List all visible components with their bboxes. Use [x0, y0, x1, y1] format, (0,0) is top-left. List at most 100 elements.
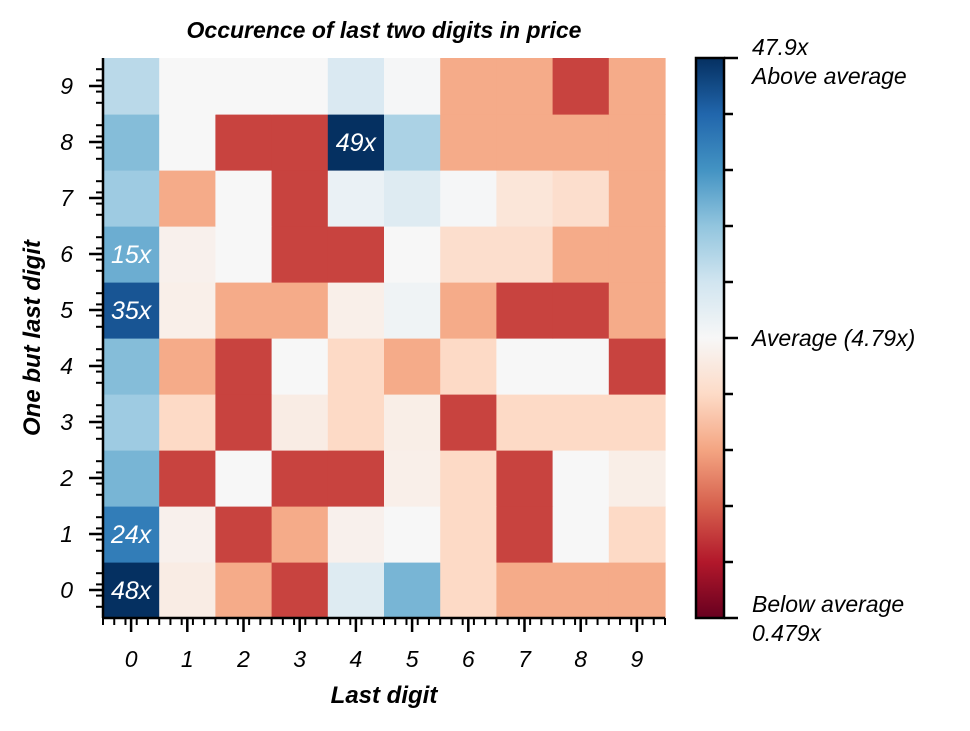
heatmap-cell: [271, 450, 329, 507]
y-tick-label: 1: [60, 521, 73, 547]
heatmap-cell: [440, 506, 497, 563]
x-tick-label: 5: [406, 646, 419, 672]
heatmap-cell: [552, 338, 610, 395]
heatmap-cell: [496, 226, 554, 283]
y-tick-label: 5: [60, 297, 73, 323]
heatmap-cell: [327, 450, 385, 507]
y-axis-ticks: 0 1 2 3 4 5 6 7 8 9: [59, 68, 103, 608]
y-tick-label: 8: [60, 129, 73, 155]
heatmap-cell: [215, 506, 273, 563]
heatmap-cell: [271, 394, 329, 451]
heatmap-cell: [159, 282, 216, 339]
heatmap-cell: [440, 562, 497, 619]
heatmap-cell: [103, 450, 160, 507]
heatmap-cell: [215, 562, 273, 619]
heatmap-cell: [215, 170, 273, 227]
y-tick-label: 0: [60, 577, 73, 603]
cell-annotation: 48x: [111, 577, 153, 605]
heatmap-cell: [384, 114, 441, 171]
heatmap-cell: [552, 58, 610, 115]
heatmap-cell: [496, 282, 554, 339]
heatmap-cell: [384, 506, 441, 563]
x-tick-label: 4: [350, 646, 363, 672]
y-tick-label: 6: [60, 241, 73, 267]
heatmap-cell: [384, 338, 441, 395]
heatmap-cell: [215, 338, 273, 395]
heatmap-cell: [103, 562, 160, 619]
heatmap-cell: [159, 170, 216, 227]
heatmap-cell: [103, 338, 160, 395]
heatmap-cell: [384, 282, 441, 339]
heatmap-cell: [552, 394, 610, 451]
heatmap-cell: [103, 114, 160, 171]
heatmap-cell: [608, 450, 666, 507]
heatmap-cell: [384, 58, 441, 115]
chart-title: Occurence of last two digits in price: [187, 17, 582, 43]
heatmap-cell: [608, 114, 666, 171]
heatmap-cell: [384, 170, 441, 227]
heatmap-cell: [159, 450, 216, 507]
colorbar-top-label: Above average: [750, 63, 907, 89]
x-tick-label: 2: [236, 646, 250, 672]
heatmap-cell: [440, 170, 497, 227]
x-tick-label: 0: [125, 646, 138, 672]
heatmap-cell: [496, 394, 554, 451]
y-tick-label: 9: [60, 73, 73, 99]
colorbar-top-value: 47.9x: [752, 34, 810, 60]
heatmap-cell: [159, 338, 216, 395]
heatmap-cell: [327, 170, 385, 227]
heatmap-cell: [552, 282, 610, 339]
heatmap-cell: [608, 562, 666, 619]
heatmap-cell: [384, 226, 441, 283]
heatmap-cell: [327, 58, 385, 115]
colorbar-bottom-label: Below average: [752, 591, 904, 617]
heatmap-cell: [215, 226, 273, 283]
heatmap-cell: [327, 562, 385, 619]
heatmap-cell: [271, 282, 329, 339]
colorbar-mid-label: Average (4.79x): [750, 325, 915, 351]
colorbar-bottom-value: 0.479x: [752, 620, 823, 646]
heatmap-cell: [103, 506, 160, 563]
heatmap-cells: [103, 58, 666, 619]
heatmap-cell: [608, 170, 666, 227]
heatmap-cell: [327, 226, 385, 283]
colorbar-ticks: [724, 56, 738, 620]
y-tick-label: 3: [60, 409, 73, 435]
heatmap-cell: [103, 394, 160, 451]
heatmap-cell: [440, 338, 497, 395]
heatmap-cell: [552, 562, 610, 619]
heatmap-cell: [496, 450, 554, 507]
heatmap-cell: [271, 506, 329, 563]
heatmap-cell: [552, 114, 610, 171]
cell-annotation: 35x: [111, 297, 153, 325]
heatmap-cell: [271, 338, 329, 395]
cell-annotation: 49x: [336, 129, 378, 157]
heatmap-cell: [271, 562, 329, 619]
heatmap-cell: [159, 562, 216, 619]
heatmap-cell: [327, 394, 385, 451]
heatmap-cell: [440, 282, 497, 339]
heatmap-cell: [496, 506, 554, 563]
colorbar: [694, 56, 726, 620]
heatmap-cell: [496, 562, 554, 619]
cell-annotation: 15x: [111, 241, 153, 269]
x-tick-label: 9: [631, 646, 644, 672]
cell-annotations: 48x 24x 35x 15x 49x: [110, 129, 378, 605]
heatmap-cell: [103, 58, 160, 115]
cell-annotation: 24x: [110, 521, 153, 549]
heatmap-cell: [496, 58, 554, 115]
heatmap-cell: [440, 114, 497, 171]
y-tick-label: 4: [60, 353, 73, 379]
y-tick-label: 7: [60, 185, 74, 211]
heatmap-cell: [608, 394, 666, 451]
heatmap-cell: [271, 170, 329, 227]
heatmap-cell: [327, 282, 385, 339]
y-tick-label: 2: [59, 465, 73, 491]
heatmap-cell: [159, 506, 216, 563]
heatmap-cell: [440, 394, 497, 451]
heatmap-cell: [159, 394, 216, 451]
heatmap-cell: [215, 282, 273, 339]
heatmap-cell: [496, 338, 554, 395]
heatmap-cell: [159, 58, 216, 115]
